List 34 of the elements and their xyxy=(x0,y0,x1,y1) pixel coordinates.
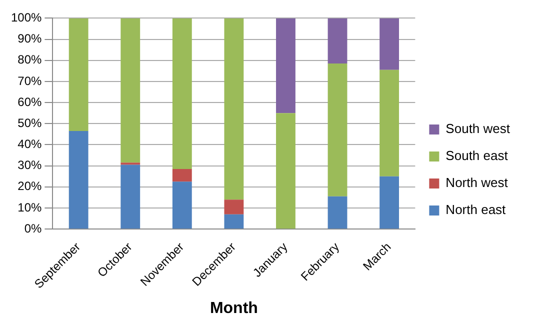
bar xyxy=(380,176,400,229)
bar xyxy=(172,169,192,182)
y-tick-label: 60% xyxy=(18,94,42,109)
legend-label: South east xyxy=(446,148,508,164)
bar xyxy=(120,164,140,229)
bar xyxy=(328,18,348,64)
bar xyxy=(380,18,400,70)
y-tick-label: 70% xyxy=(18,74,42,88)
y-tick-label: 20% xyxy=(18,179,42,194)
y-tick-label: 10% xyxy=(18,200,42,214)
bar xyxy=(172,182,192,229)
y-tick-label: 80% xyxy=(18,52,42,67)
y-tick-label: 90% xyxy=(18,32,42,46)
bar xyxy=(120,18,140,163)
bar xyxy=(276,113,296,229)
bar xyxy=(172,18,192,169)
legend-label: South west xyxy=(446,121,510,136)
bar xyxy=(224,18,244,200)
y-tick-label: 40% xyxy=(18,137,42,152)
bar xyxy=(380,70,400,176)
x-axis-title: Month xyxy=(210,300,258,317)
legend-label: North west xyxy=(446,175,508,190)
bar xyxy=(328,64,348,196)
bar xyxy=(276,18,296,114)
bar xyxy=(328,196,348,229)
bar xyxy=(68,18,88,132)
legend-label: North east xyxy=(446,202,506,218)
y-tick-label: 50% xyxy=(18,116,42,130)
y-tick-label: 100% xyxy=(10,10,42,25)
y-tick-label: 30% xyxy=(18,158,42,172)
bar xyxy=(68,131,88,229)
bar xyxy=(224,200,244,214)
bar xyxy=(224,214,244,229)
y-tick-label: 0% xyxy=(24,221,42,236)
